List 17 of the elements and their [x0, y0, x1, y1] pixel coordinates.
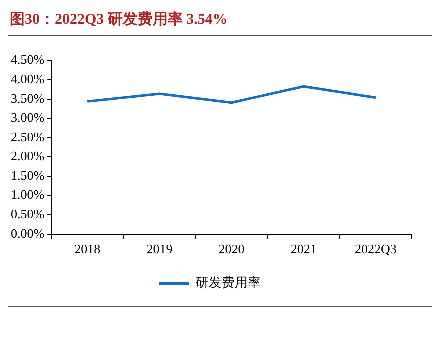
x-tick-label: 2020: [218, 242, 245, 257]
x-tick-label: 2019: [146, 242, 173, 257]
y-tick-label: 1.00%: [10, 187, 45, 202]
y-tick-label: 2.00%: [10, 148, 45, 164]
y-tick-label: 2.50%: [10, 129, 45, 144]
y-tick-label: 3.50%: [10, 90, 45, 106]
y-tick-label: 4.50%: [10, 52, 45, 68]
y-tick-label: 0.50%: [10, 206, 45, 222]
x-tick-label: 2022Q3: [355, 242, 397, 257]
legend-label: 研发费用率: [196, 274, 261, 290]
y-tick-label: 0.00%: [10, 226, 45, 241]
chart-title: 图30：2022Q3 研发费用率 3.54%: [9, 10, 229, 30]
x-tick-label: 2021: [290, 242, 317, 257]
x-tick-label: 2018: [74, 242, 101, 257]
y-tick-label: 3.00%: [10, 110, 45, 126]
y-tick-label: 4.00%: [10, 72, 45, 87]
y-tick-label: 1.50%: [10, 168, 45, 183]
